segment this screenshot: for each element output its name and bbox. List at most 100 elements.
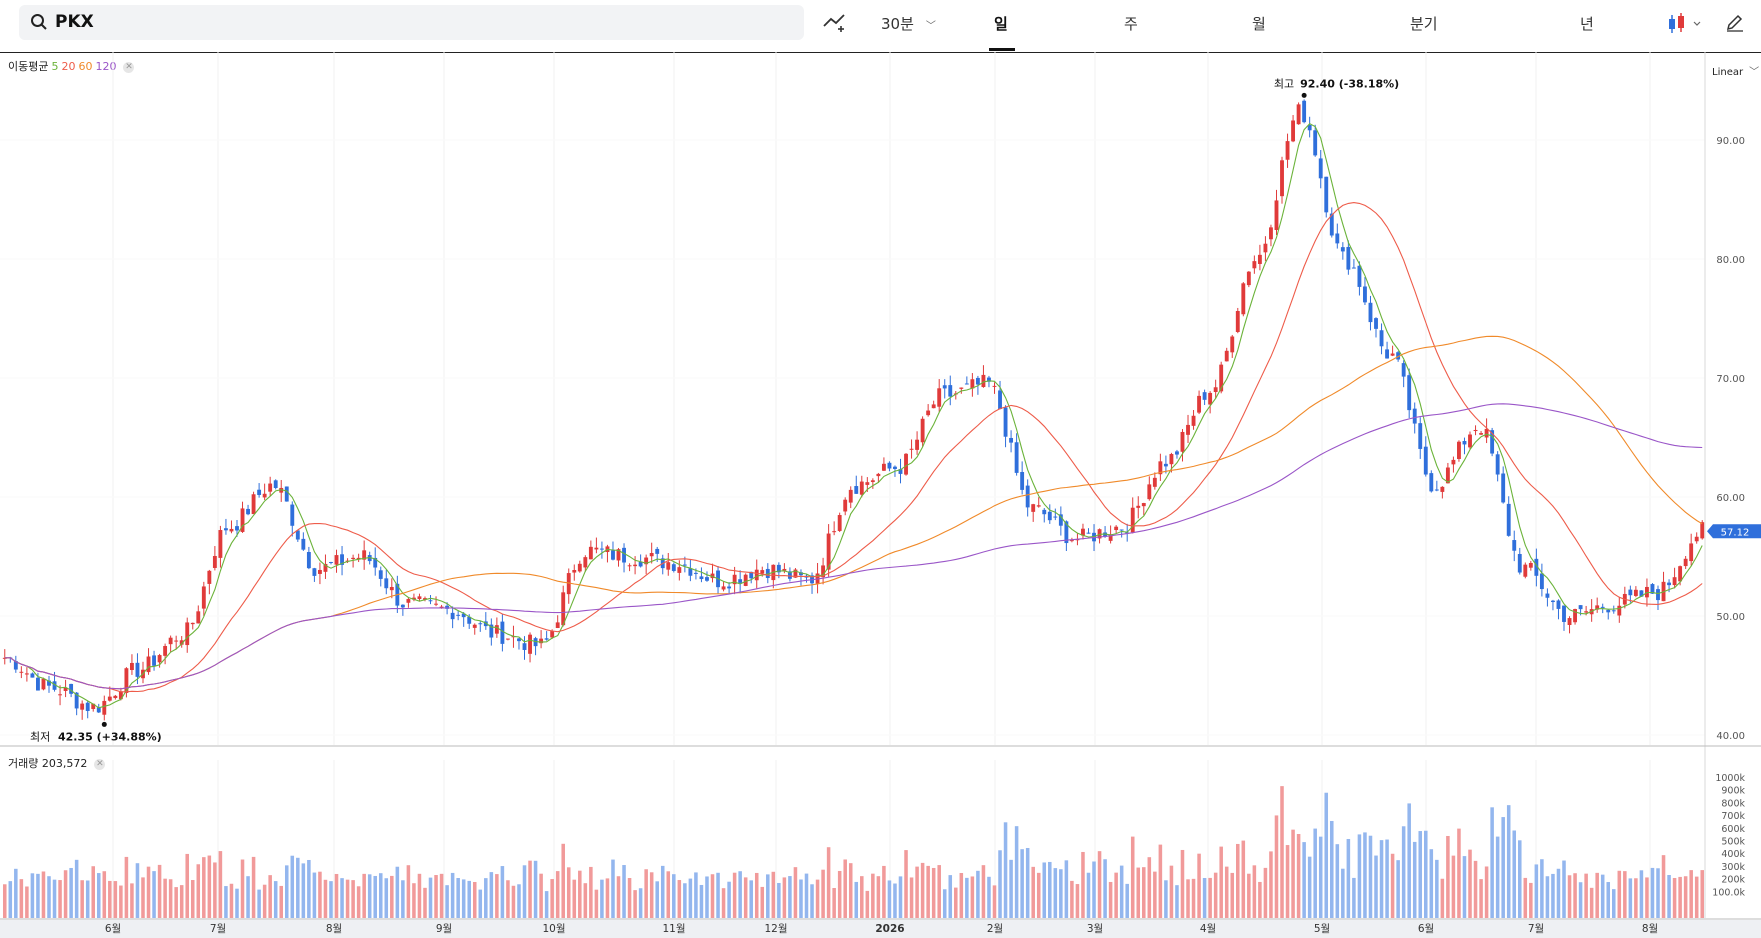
volume-bar xyxy=(638,888,643,918)
interval-label: 30분 xyxy=(881,15,914,33)
candle-body xyxy=(1252,261,1257,269)
candle-body xyxy=(201,586,206,609)
candle-body xyxy=(118,691,123,700)
chart-axes: 40.00 50.00 60.00 70.00 80.00 90.00 100.0k200k… xyxy=(0,52,1761,938)
x-tick-label: 8월 xyxy=(1642,923,1658,935)
candle-body xyxy=(1329,213,1334,236)
candle-body xyxy=(1672,577,1677,586)
candle-body xyxy=(1058,514,1063,526)
volume-bar xyxy=(876,876,881,918)
volume-bar xyxy=(1495,836,1500,918)
candle-body xyxy=(1495,454,1500,475)
tab-year[interactable]: 년 xyxy=(1580,15,1594,33)
chart-type-select[interactable] xyxy=(1666,12,1706,40)
candle-body xyxy=(434,603,438,605)
tab-day[interactable]: 일 xyxy=(994,15,1008,33)
volume-bar xyxy=(58,880,62,918)
candle-body xyxy=(981,374,986,388)
candle-body xyxy=(1213,387,1218,393)
volume-bar xyxy=(450,872,455,918)
volume-bar xyxy=(1650,867,1655,918)
volume-bar xyxy=(1446,835,1450,918)
candle-body xyxy=(948,385,953,397)
candle-body xyxy=(870,480,875,483)
candle-body xyxy=(854,486,859,494)
volume-tick-label: 700k xyxy=(1721,811,1745,822)
ma-close-icon[interactable]: ✕ xyxy=(123,61,135,73)
volume-bar xyxy=(998,850,1002,918)
candle-body xyxy=(1573,609,1577,623)
volume-bar xyxy=(47,876,51,918)
volume-bar xyxy=(837,870,842,918)
candle-body xyxy=(384,578,389,589)
candle-body xyxy=(848,489,853,503)
ma120-line xyxy=(4,403,1703,690)
x-tick-label: 6월 xyxy=(105,923,121,935)
scale-mode-select[interactable]: Linear ﹀ xyxy=(1712,63,1759,78)
candle-body xyxy=(262,493,267,498)
volume-bar xyxy=(14,868,18,918)
volume-bar xyxy=(500,866,505,918)
symbol-text: PKX xyxy=(55,12,94,32)
candle-body xyxy=(196,611,201,624)
x-tick-label: 11월 xyxy=(662,923,685,935)
candle-body xyxy=(738,579,743,583)
volume-bar xyxy=(965,877,969,918)
interval-select[interactable]: 30분 ﹀ xyxy=(881,13,936,34)
volume-bar xyxy=(301,863,306,918)
volume-bar xyxy=(738,871,742,918)
volume-bar xyxy=(1324,792,1329,918)
candle-body xyxy=(1086,532,1091,534)
volume-close-icon[interactable]: ✕ xyxy=(94,758,106,770)
candle-body xyxy=(58,694,62,696)
volume-bar xyxy=(1224,866,1229,918)
volume-bar xyxy=(1352,877,1356,918)
candle-body xyxy=(1551,600,1555,603)
indicator-add-icon[interactable] xyxy=(822,10,848,38)
candle-body xyxy=(1069,540,1074,542)
symbol-search-input[interactable]: PKX xyxy=(19,5,804,40)
tab-week[interactable]: 주 xyxy=(1124,15,1138,33)
volume-bar xyxy=(113,881,118,918)
candle-body xyxy=(776,564,781,573)
volume-bar xyxy=(710,874,715,918)
drawing-pen-icon[interactable] xyxy=(1725,12,1745,36)
volume-bar xyxy=(1169,865,1174,918)
volume-bar xyxy=(1396,860,1400,918)
volume-bar xyxy=(821,869,825,918)
tab-month[interactable]: 월 xyxy=(1252,15,1266,33)
volume-bar xyxy=(572,879,577,918)
volume-bar xyxy=(1318,836,1323,918)
candle-body xyxy=(1639,590,1644,597)
volume-bar xyxy=(1142,867,1146,918)
volume-bar xyxy=(920,862,925,918)
chart-grid xyxy=(0,52,1705,918)
volume-bar xyxy=(942,889,947,918)
tab-quarter[interactable]: 분기 xyxy=(1410,15,1438,33)
high-marker xyxy=(1301,92,1307,98)
ma20-line xyxy=(4,202,1703,693)
candle-body xyxy=(1047,511,1052,521)
candle-body xyxy=(1468,434,1472,448)
candle-body xyxy=(445,605,450,609)
volume-bar xyxy=(1302,842,1306,918)
volume-bar xyxy=(1285,845,1290,918)
candle-body xyxy=(693,572,698,574)
volume-tick-label: 1000k xyxy=(1715,773,1745,784)
candle-body xyxy=(1423,446,1428,475)
volume-bar xyxy=(1451,855,1456,918)
volume-bar xyxy=(1291,829,1295,918)
volume-bar xyxy=(268,875,272,918)
candle-body xyxy=(494,625,499,634)
candle-body xyxy=(1694,536,1699,542)
candle-body xyxy=(389,586,394,591)
volume-bar xyxy=(627,877,632,918)
candle-body xyxy=(130,662,134,671)
candle-body xyxy=(1202,392,1207,400)
candle-body xyxy=(970,379,975,389)
volume-bar xyxy=(273,881,278,918)
volume-bar xyxy=(1059,869,1063,918)
candle-body xyxy=(561,592,566,626)
volume-bar xyxy=(616,876,621,918)
